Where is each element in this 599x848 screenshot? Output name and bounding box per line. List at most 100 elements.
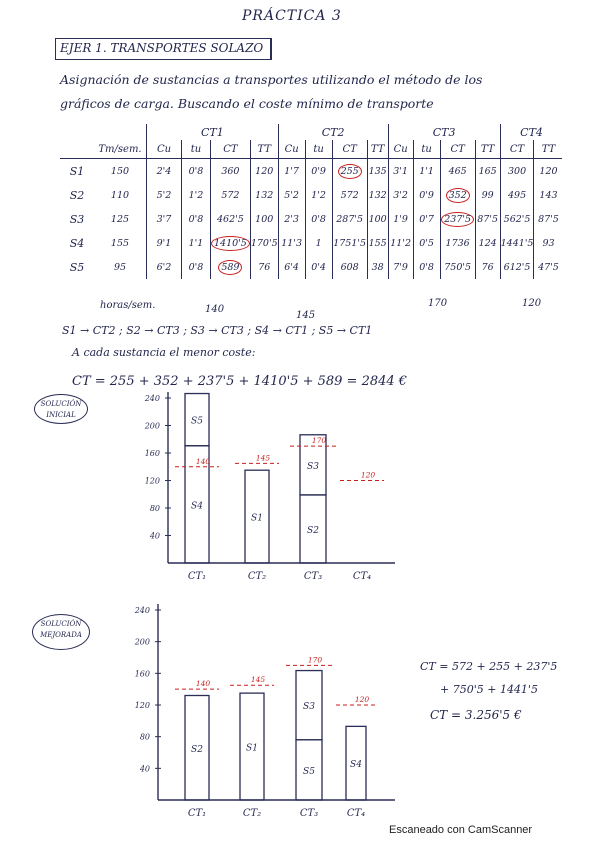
table-cell: 608 bbox=[331, 255, 368, 279]
table-cell: 76 bbox=[249, 255, 279, 279]
table-cell: 87'5 bbox=[533, 207, 563, 231]
sub-header: TT bbox=[533, 140, 563, 159]
table-row: S1 150 2'4 0'8 360 120 1'7 0'9 255 135 3… bbox=[60, 158, 563, 183]
table-cell: 300 bbox=[499, 158, 534, 183]
table-cell: 11'2 bbox=[387, 231, 414, 255]
x-tick-label: CT₂ bbox=[248, 571, 266, 582]
table-cell: 9'1 bbox=[146, 231, 182, 255]
sub-header: TT bbox=[474, 140, 501, 159]
y-tick-label: 240 bbox=[144, 394, 160, 403]
table-cell: 0'9 bbox=[304, 158, 333, 183]
y-tick-label: 120 bbox=[135, 701, 150, 710]
x-tick-label: CT₃ bbox=[300, 808, 318, 819]
sub-header: Cu bbox=[277, 140, 306, 159]
table-cell: 0'7 bbox=[412, 207, 441, 231]
table-cell: 1'9 bbox=[387, 207, 414, 231]
y-tick-label: 80 bbox=[150, 504, 160, 513]
x-tick-label: CT₁ bbox=[188, 571, 206, 582]
row-label: S3 bbox=[69, 212, 85, 226]
table-cell: 6'2 bbox=[146, 255, 182, 279]
capacity-label: 120 bbox=[361, 471, 376, 480]
circled-cell: 352 bbox=[445, 187, 470, 203]
table-cell: 38 bbox=[366, 255, 389, 279]
capacity-label: 145 bbox=[251, 675, 266, 684]
table-cell: 3'2 bbox=[387, 183, 414, 207]
y-tick-label: 200 bbox=[134, 638, 150, 647]
table-cell: 2'4 bbox=[146, 158, 182, 183]
row-qty: 110 bbox=[110, 189, 130, 201]
group-header-ct4: CT4 bbox=[499, 124, 563, 140]
segment-label: S4 bbox=[350, 760, 362, 770]
table-cell: 1'2 bbox=[181, 183, 211, 207]
exercise-box bbox=[55, 38, 272, 60]
improved-equation-line-2: + 750'5 + 1441'5 bbox=[440, 683, 538, 696]
table-cell: 495 bbox=[499, 183, 534, 207]
table-cell: 0'9 bbox=[412, 183, 441, 207]
capacity-label: 170 bbox=[308, 655, 323, 664]
capacity-label: 120 bbox=[355, 695, 370, 704]
table-cell: 360 bbox=[210, 158, 251, 183]
y-tick-label: 160 bbox=[135, 669, 150, 678]
table-cell: 143 bbox=[533, 183, 563, 207]
group-header-ct3: CT3 bbox=[387, 124, 501, 140]
y-tick-label: 160 bbox=[145, 449, 160, 458]
capacity-label: 140 bbox=[196, 679, 211, 688]
table-cell: 1'1 bbox=[412, 158, 441, 183]
improved-equation-line-3: CT = 3.256'5 € bbox=[430, 708, 522, 722]
initial-cost-equation: CT = 255 + 352 + 237'5 + 1410'5 + 589 = … bbox=[72, 374, 408, 389]
initial-solution-tag: SOLUCIÓN INICIAL bbox=[34, 394, 88, 424]
segment-label: S3 bbox=[307, 462, 319, 472]
table-cell: 99 bbox=[474, 183, 501, 207]
table-cell: 5'2 bbox=[277, 183, 306, 207]
table-cell: 465 bbox=[439, 158, 476, 183]
bar-segment bbox=[184, 694, 210, 801]
capacity-label: 140 bbox=[196, 457, 211, 466]
table-cell: 11'3 bbox=[277, 231, 306, 255]
sub-header: tu bbox=[181, 140, 211, 159]
row-label: S5 bbox=[69, 260, 85, 274]
table-cell: 562'5 bbox=[499, 207, 534, 231]
table-row: S5 95 6'2 0'8 589 76 6'4 0'4 608 38 7'9 … bbox=[60, 255, 563, 279]
segment-label: S3 bbox=[303, 702, 315, 712]
x-tick-label: CT₁ bbox=[188, 808, 206, 819]
sub-header: Cu bbox=[387, 140, 414, 159]
assignment-line: S1 → CT2 ; S2 → CT3 ; S3 → CT3 ; S4 → CT… bbox=[62, 324, 373, 337]
circled-cell: 589 bbox=[218, 259, 243, 275]
table-cell: 1441'5 bbox=[499, 231, 534, 255]
table-cell: 47'5 bbox=[533, 255, 563, 279]
segment-label: S2 bbox=[307, 526, 319, 536]
table-cell: 6'4 bbox=[277, 255, 306, 279]
footer-watermark: Escaneado con CamScanner bbox=[389, 824, 533, 836]
sub-header: CT bbox=[210, 140, 251, 159]
segment-label: S5 bbox=[303, 767, 315, 777]
improved-solution-tag: SOLUCIÓN MEJORADA bbox=[32, 614, 90, 650]
table-cell: 1'7 bbox=[277, 158, 306, 183]
table-cell: 76 bbox=[474, 255, 501, 279]
row-label: S4 bbox=[69, 236, 85, 250]
table-cell: 170'5 bbox=[249, 231, 279, 255]
table-cell: 165 bbox=[474, 158, 501, 183]
capacity-ct3: 170 bbox=[428, 298, 448, 309]
bar-segment bbox=[239, 692, 265, 801]
table-cell: 135 bbox=[366, 158, 389, 183]
table-cell: 0'8 bbox=[181, 255, 211, 279]
table-row: S2 110 5'2 1'2 572 132 5'2 1'2 572 132 3… bbox=[60, 183, 563, 207]
bar-segment bbox=[244, 469, 270, 564]
bar-segment bbox=[299, 434, 327, 496]
segment-label: S2 bbox=[191, 745, 203, 755]
row-qty: 150 bbox=[110, 165, 130, 177]
table-cell: 120 bbox=[249, 158, 279, 183]
table-cell: 0'8 bbox=[181, 158, 211, 183]
segment-label: S4 bbox=[191, 501, 203, 511]
table-cell: 5'2 bbox=[146, 183, 182, 207]
segment-label: S1 bbox=[251, 514, 263, 524]
x-tick-label: CT₂ bbox=[243, 808, 261, 819]
table-cell: 287'5 bbox=[331, 207, 368, 231]
bar-segment bbox=[295, 669, 323, 741]
table-cell: 87'5 bbox=[474, 207, 501, 231]
bar-segment bbox=[184, 392, 210, 447]
table-cell: 132 bbox=[366, 183, 389, 207]
table-cell: 3'7 bbox=[146, 207, 182, 231]
table-cell: 0'5 bbox=[412, 231, 441, 255]
